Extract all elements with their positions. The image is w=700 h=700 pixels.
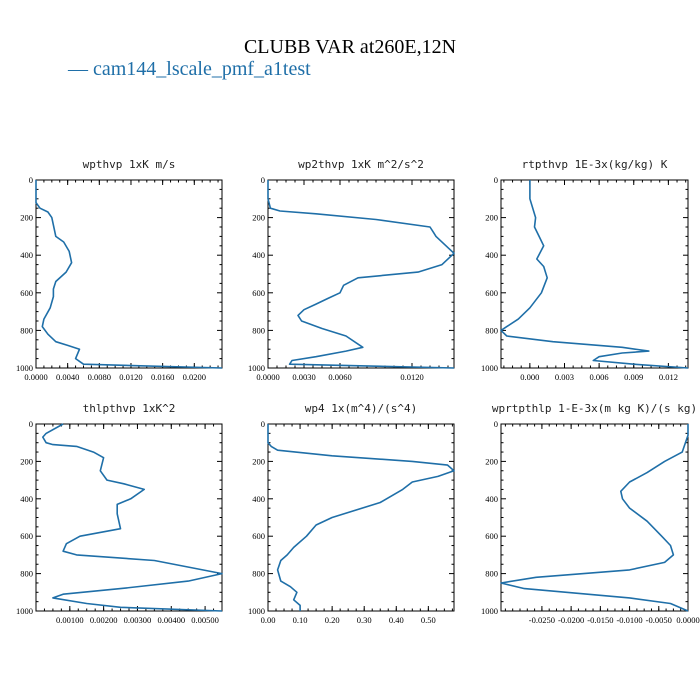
y-tick-label: 1000 (481, 363, 498, 373)
x-tick-label: 0.0030 (292, 372, 315, 382)
y-tick-label: 800 (485, 325, 498, 335)
y-tick-label: 800 (485, 569, 498, 579)
y-tick-label: 400 (20, 250, 33, 260)
y-tick-label: 800 (252, 325, 265, 335)
x-tick-label: 0.012 (659, 372, 678, 382)
plot-frame (500, 423, 689, 612)
x-tick-label: 0.006 (590, 372, 609, 382)
y-tick-label: 800 (20, 569, 33, 579)
plot-frame (35, 423, 223, 612)
y-tick-label: 400 (485, 494, 498, 504)
y-tick-label: 600 (252, 531, 265, 541)
y-tick-label: 0 (494, 175, 498, 185)
y-tick-label: 400 (20, 494, 33, 504)
x-tick-label: 0.0000 (24, 372, 47, 382)
y-tick-label: 400 (485, 250, 498, 260)
y-tick-label: 600 (485, 288, 498, 298)
panel-2: wp2thvp 1xK m^2/s^2020040060080010000.00… (248, 158, 455, 382)
panel-title: thlpthvp 1xK^2 (83, 402, 176, 415)
x-tick-label: 0.00100 (56, 615, 84, 625)
series-line (267, 180, 455, 369)
y-tick-label: 0 (29, 419, 33, 429)
panel-4: thlpthvp 1xK^2 0 200 400 600 800 1000 0.00100 0.… (16, 402, 223, 625)
panel-title: rtpthvp 1E-3x(kg/kg) K (522, 158, 668, 171)
x-tick-label: 0.00500 (191, 615, 219, 625)
panel-6: wprtpthlp 1-E-3x(m kg K)/(s kg) 0 200 400 60… (481, 402, 700, 625)
y-tick-label: 0 (261, 419, 265, 429)
y-tick-label: 1000 (16, 606, 33, 616)
y-tick-label: 0 (29, 175, 33, 185)
x-tick-label: 0.00 (261, 615, 276, 625)
x-tick-label: 0.0080 (88, 372, 111, 382)
series-line (500, 180, 689, 369)
y-tick-label: 200 (252, 456, 265, 466)
x-tick-label: 0.00300 (124, 615, 152, 625)
x-tick-label: 0.0060 (328, 372, 351, 382)
legend-entry: — cam144_lscale_pmf_a1test (68, 58, 311, 80)
x-tick-label: 0.003 (555, 372, 574, 382)
plot-frame (267, 179, 455, 369)
y-tick-label: 1000 (248, 363, 265, 373)
panel-3: rtpthvp 1E-3x(kg/kg) K 0 200 400 600 800 1000 0… (481, 158, 689, 382)
y-tick-label: 200 (20, 456, 33, 466)
x-tick-label: 0.0120 (119, 372, 142, 382)
x-tick-label: 0.009 (624, 372, 643, 382)
x-tick-label: 0.10 (293, 615, 308, 625)
y-tick-label: 800 (252, 569, 265, 579)
x-tick-label: 0.0160 (151, 372, 174, 382)
x-tick-label: 0.000 (520, 372, 539, 382)
x-tick-label: 0.0000 (676, 615, 699, 625)
y-tick-label: 400 (252, 250, 265, 260)
y-tick-label: 600 (485, 531, 498, 541)
y-tick-label: 1000 (16, 363, 33, 373)
y-tick-label: 1000 (481, 606, 498, 616)
x-tick-label: 0.0120 (400, 372, 423, 382)
y-tick-label: 400 (252, 494, 265, 504)
x-tick-label: -0.0150 (587, 615, 613, 625)
panel-title: wp4 1x(m^4)/(s^4) (305, 402, 418, 415)
series-line (41, 423, 223, 612)
y-tick-label: 600 (20, 288, 33, 298)
y-tick-label: 800 (20, 325, 33, 335)
series-line (267, 424, 455, 611)
y-tick-label: 0 (261, 175, 265, 185)
x-tick-label: 0.0200 (183, 372, 206, 382)
x-tick-label: -0.0200 (558, 615, 584, 625)
series-line (35, 180, 223, 369)
page-title: CLUBB VAR at260E,12N (243, 36, 457, 58)
x-tick-label: 0.00400 (157, 615, 185, 625)
panel-title: wp2thvp 1xK m^2/s^2 (298, 158, 424, 171)
y-tick-label: 200 (252, 213, 265, 223)
x-tick-label: 0.20 (325, 615, 340, 625)
x-tick-label: -0.0100 (616, 615, 642, 625)
x-tick-label: -0.0050 (646, 615, 672, 625)
series-line (500, 424, 689, 612)
y-tick-label: 200 (485, 213, 498, 223)
x-tick-label: 0.0000 (256, 372, 279, 382)
y-tick-label: 200 (20, 213, 33, 223)
y-tick-label: 600 (252, 288, 265, 298)
x-tick-label: 0.50 (421, 615, 436, 625)
y-tick-label: 600 (20, 531, 33, 541)
y-tick-label: 0 (494, 419, 498, 429)
x-tick-label: 0.40 (389, 615, 404, 625)
y-tick-label: 200 (485, 456, 498, 466)
y-tick-label: 1000 (248, 606, 265, 616)
x-tick-label: 0.00200 (90, 615, 118, 625)
x-tick-label: -0.0250 (529, 615, 555, 625)
panel-title: wpthvp 1xK m/s (83, 158, 176, 171)
x-tick-label: 0.30 (357, 615, 372, 625)
plot-frame (500, 179, 689, 369)
x-tick-label: 0.0040 (56, 372, 79, 382)
panel-title: wprtpthlp 1-E-3x(m kg K)/(s kg) (492, 402, 697, 415)
